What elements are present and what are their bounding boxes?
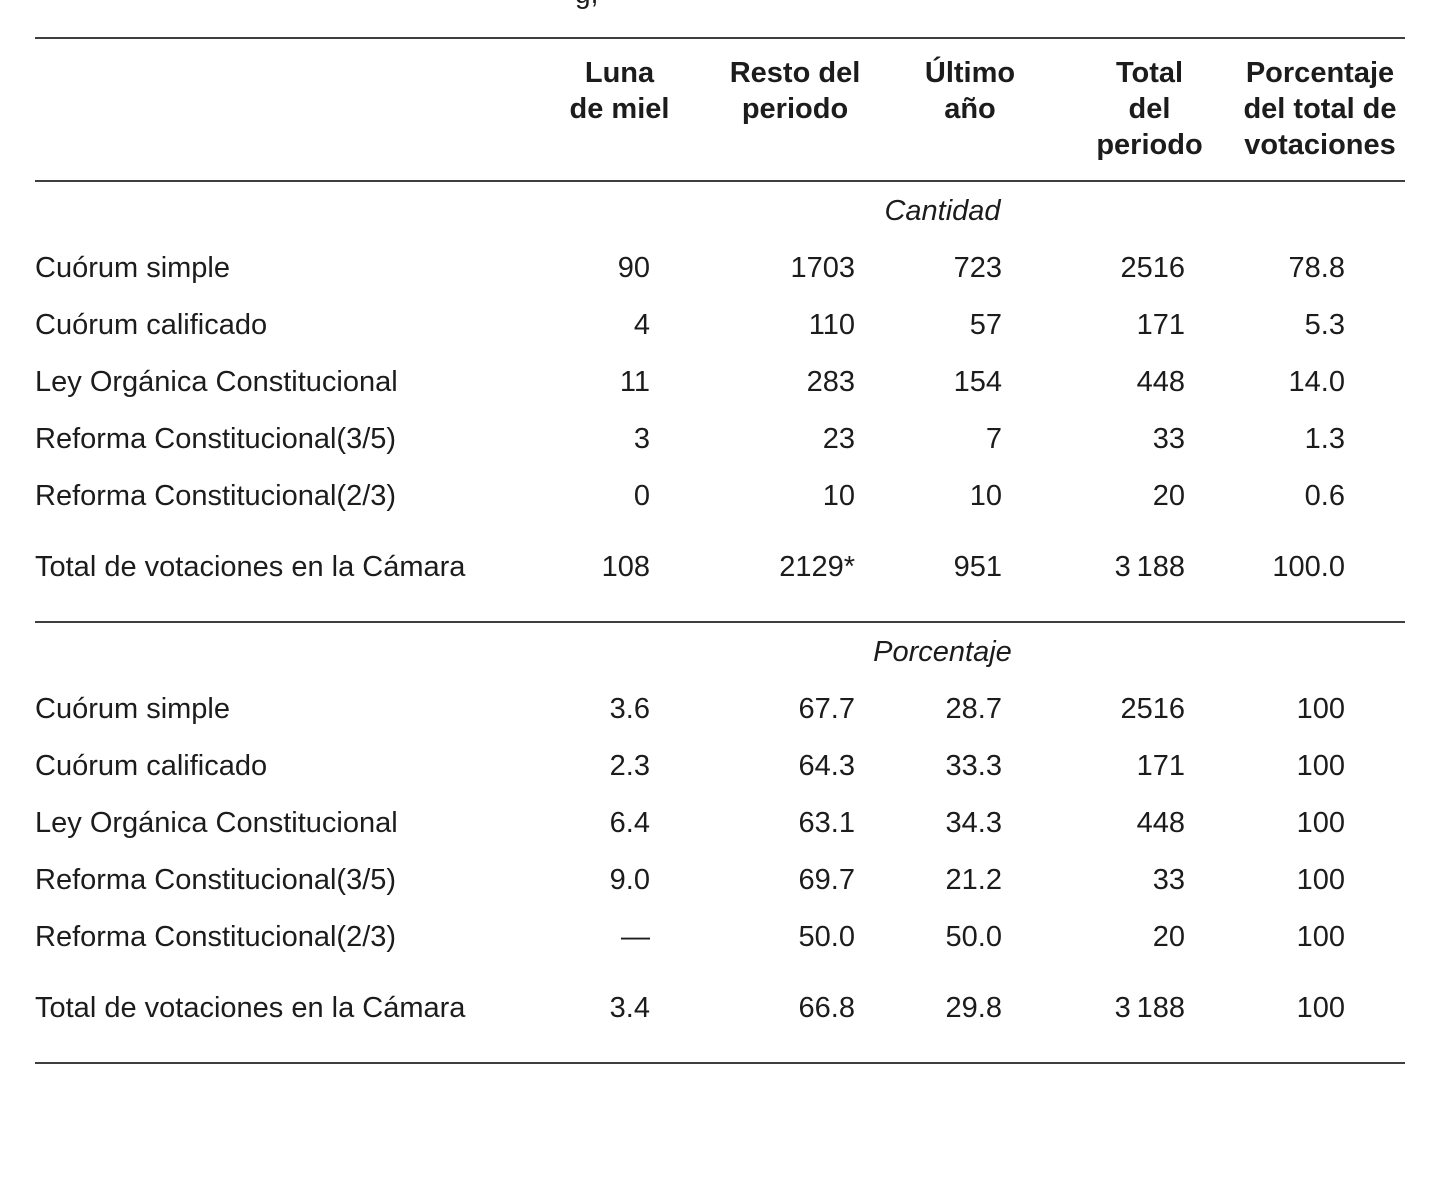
value-cell: 21.2: [945, 864, 1002, 896]
row-label: Total de votaciones en la Cámara: [35, 525, 480, 623]
column-header-ultimo-ano: Último año: [905, 37, 1035, 182]
section-header-cantidad: Cantidad: [35, 181, 1405, 240]
value-cell: 3.6: [609, 693, 650, 725]
value-cell: 90: [617, 252, 650, 284]
value-cell: 448: [1136, 366, 1185, 398]
row-label: Cuórum simple: [35, 252, 230, 284]
value-cell: 10: [822, 480, 855, 512]
value-cell: 3: [633, 423, 650, 455]
table-row: Cuórum calificado 2.3 64.3 33.3 171 100: [35, 738, 1405, 795]
value-cell: 6.4: [609, 807, 650, 839]
value-cell: 29.8: [905, 966, 1035, 1064]
row-label: Reforma Constitucional(2/3): [35, 921, 397, 953]
value-cell: 50.0: [945, 921, 1002, 953]
value-cell: 2.3: [609, 750, 650, 782]
value-cell: 5.3: [1304, 309, 1345, 341]
table-row: Reforma Constitucional(2/3) 0 10 10 20 0…: [35, 468, 1405, 525]
value-cell: —: [621, 921, 650, 953]
value-cell: 2129*: [685, 525, 905, 623]
row-label: Ley Orgánica Constitucional: [35, 807, 398, 839]
value-cell: 50.0: [798, 921, 855, 953]
header-empty-cell: [35, 37, 480, 182]
section-header-porcentaje: Porcentaje: [35, 622, 1405, 681]
value-cell: 28.7: [945, 693, 1002, 725]
value-cell: 20: [1152, 921, 1185, 953]
value-cell: 7: [985, 423, 1002, 455]
value-cell: 100: [1235, 966, 1405, 1064]
value-cell: 2516: [1120, 693, 1185, 725]
section-title: Cantidad: [884, 195, 1001, 227]
value-cell: 108: [480, 525, 685, 623]
value-cell: 448: [1136, 807, 1185, 839]
value-cell: 951: [905, 525, 1035, 623]
row-label: Reforma Constitucional(3/5): [35, 864, 397, 896]
column-header-total-del-periodo: Total del periodo: [1035, 37, 1235, 182]
value-cell: 33: [1152, 423, 1185, 455]
row-label: Reforma Constitucional(2/3): [35, 480, 397, 512]
value-cell: 67.7: [798, 693, 855, 725]
value-cell: 10: [969, 480, 1002, 512]
row-label: Reforma Constitucional(3/5): [35, 423, 397, 455]
table-row: Cuórum simple 90 1703 723 2516 78.8: [35, 240, 1405, 297]
value-cell: 33: [1152, 864, 1185, 896]
value-cell: 0.6: [1304, 480, 1345, 512]
value-cell: 64.3: [798, 750, 855, 782]
value-cell: 110: [808, 309, 855, 341]
value-cell: 100.0: [1235, 525, 1405, 623]
table-row: Reforma Constitucional(2/3) — 50.0 50.0 …: [35, 909, 1405, 966]
value-cell: 14.0: [1288, 366, 1345, 398]
row-label: Cuórum simple: [35, 693, 230, 725]
value-cell: 4: [633, 309, 650, 341]
value-cell: 100: [1296, 864, 1345, 896]
value-cell: 283: [806, 366, 855, 398]
table-row-total: Total de votaciones en la Cámara 3.4 66.…: [35, 966, 1405, 1064]
value-cell: 78.8: [1288, 252, 1345, 284]
table-row: Cuórum simple 3.6 67.7 28.7 2516 100: [35, 681, 1405, 738]
table-row: Ley Orgánica Constitucional 6.4 63.1 34.…: [35, 795, 1405, 852]
value-cell: 1.3: [1304, 423, 1345, 455]
value-cell: 3.4: [480, 966, 685, 1064]
value-cell: 34.3: [945, 807, 1002, 839]
table-row: Cuórum calificado 4 110 57 171 5.3: [35, 297, 1405, 354]
row-label: Cuórum calificado: [35, 309, 268, 341]
value-cell: 33.3: [945, 750, 1002, 782]
quorum-votes-table: Luna de miel Resto del periodo Último añ…: [35, 37, 1405, 1064]
value-cell: 171: [1136, 750, 1185, 782]
value-cell: 20: [1152, 480, 1185, 512]
value-cell: 100: [1296, 921, 1345, 953]
section-title: Porcentaje: [873, 636, 1012, 668]
value-cell: 11: [619, 366, 650, 398]
value-cell: 9.0: [609, 864, 650, 896]
row-label: Cuórum calificado: [35, 750, 268, 782]
value-cell: 2516: [1120, 252, 1185, 284]
column-header-resto-del-periodo: Resto del periodo: [685, 37, 905, 182]
row-label: Total de votaciones en la Cámara: [35, 966, 480, 1064]
table-row-total: Total de votaciones en la Cámara 108 212…: [35, 525, 1405, 623]
value-cell: 1703: [790, 252, 855, 284]
header-row: Luna de miel Resto del periodo Último añ…: [35, 37, 1405, 182]
value-cell: 0: [633, 480, 650, 512]
value-cell: 100: [1296, 750, 1345, 782]
value-cell: 69.7: [798, 864, 855, 896]
value-cell: 23: [822, 423, 855, 455]
value-cell: 3 188: [1035, 525, 1235, 623]
value-cell: 3 188: [1035, 966, 1235, 1064]
value-cell: 171: [1136, 309, 1185, 341]
row-label: Ley Orgánica Constitucional: [35, 366, 398, 398]
value-cell: 63.1: [798, 807, 855, 839]
value-cell: 57: [969, 309, 1002, 341]
column-header-luna-de-miel: Luna de miel: [480, 37, 685, 182]
value-cell: 723: [953, 252, 1002, 284]
table-row: Ley Orgánica Constitucional 11 283 154 4…: [35, 354, 1405, 411]
empty-cell: [35, 622, 480, 681]
empty-cell: [35, 181, 480, 240]
value-cell: 66.8: [685, 966, 905, 1064]
value-cell: 154: [953, 366, 1002, 398]
table-row: Reforma Constitucional(3/5) 9.0 69.7 21.…: [35, 852, 1405, 909]
value-cell: 100: [1296, 807, 1345, 839]
table-row: Reforma Constitucional(3/5) 3 23 7 33 1.…: [35, 411, 1405, 468]
column-header-porcentaje-total: Porcentaje del total de votaciones: [1235, 37, 1405, 182]
caption-fragment: g,: [575, 0, 598, 10]
value-cell: 100: [1296, 693, 1345, 725]
